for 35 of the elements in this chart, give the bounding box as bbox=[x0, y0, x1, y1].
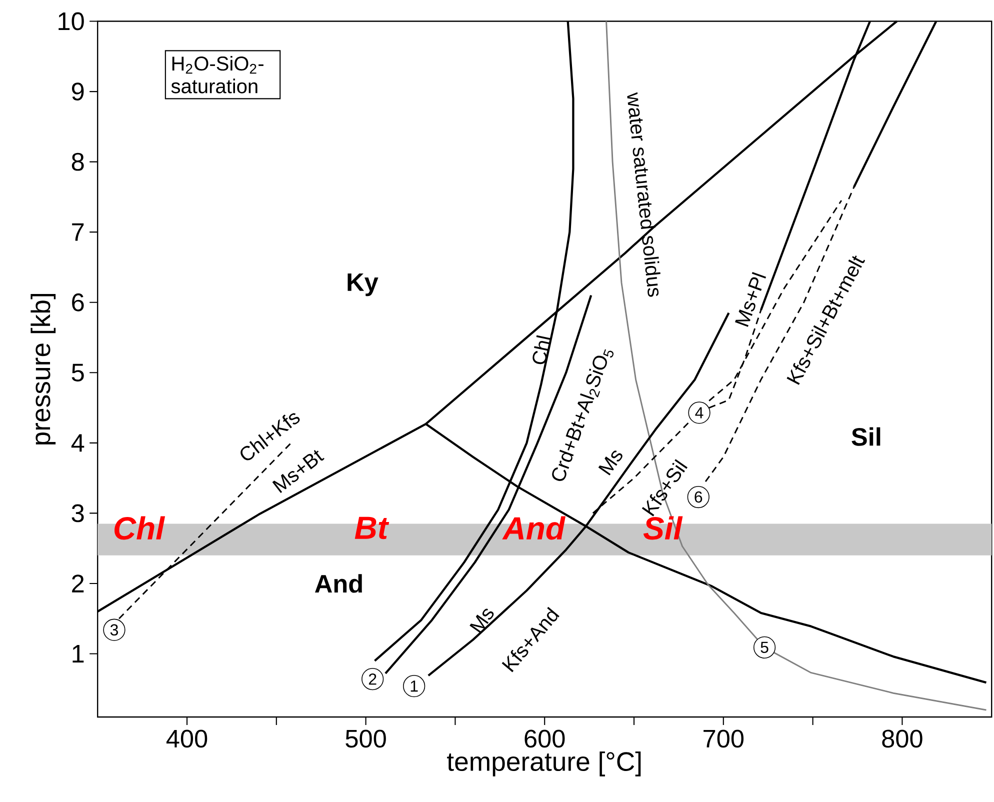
x-tick-label: 500 bbox=[346, 730, 386, 748]
annotation: 6 bbox=[694, 491, 702, 503]
annotation: 3 bbox=[110, 624, 118, 636]
y-axis-title: pressure [kb] bbox=[30, 294, 56, 444]
x-tick-label: 700 bbox=[704, 730, 744, 748]
y-tick-label: 5 bbox=[72, 364, 84, 382]
y-tick-label: 8 bbox=[72, 152, 84, 171]
annotation: 5 bbox=[760, 642, 768, 653]
y-tick-label: 2 bbox=[72, 574, 84, 592]
x-tick-label: 600 bbox=[524, 730, 565, 748]
annotation: And bbox=[314, 574, 362, 593]
annotation: Sil bbox=[643, 516, 683, 540]
x-tick-label: 400 bbox=[166, 730, 208, 748]
y-tick-label: 4 bbox=[71, 434, 84, 452]
y-tick-label: 9 bbox=[72, 82, 84, 101]
x-tick-label: 800 bbox=[882, 730, 922, 748]
annotation: Ms bbox=[470, 608, 494, 634]
y-tick-label: 1 bbox=[72, 645, 84, 662]
annotation: And bbox=[502, 516, 566, 540]
annotation: Ms bbox=[598, 450, 622, 476]
annotation: Sil bbox=[852, 427, 880, 446]
annotation: Ky bbox=[348, 273, 378, 296]
annotation: Chl bbox=[114, 516, 166, 540]
annotation: water saturated solidus bbox=[627, 92, 660, 297]
y-tick-label: 10 bbox=[58, 12, 84, 30]
annotation: Bt bbox=[354, 516, 390, 540]
annotation: 1 bbox=[410, 680, 418, 692]
annotation: 4 bbox=[695, 407, 704, 418]
y-tick-label: 7 bbox=[72, 223, 84, 241]
x-axis-title: temperature [°C] bbox=[447, 751, 641, 776]
annotation: H$_{2}$O-SiO$_{2}$-saturation bbox=[171, 56, 264, 94]
annotation: 2 bbox=[368, 673, 376, 685]
y-tick-label: 6 bbox=[72, 293, 84, 312]
y-tick-label: 3 bbox=[72, 504, 84, 522]
annotation: Ms+Pl bbox=[734, 272, 766, 327]
